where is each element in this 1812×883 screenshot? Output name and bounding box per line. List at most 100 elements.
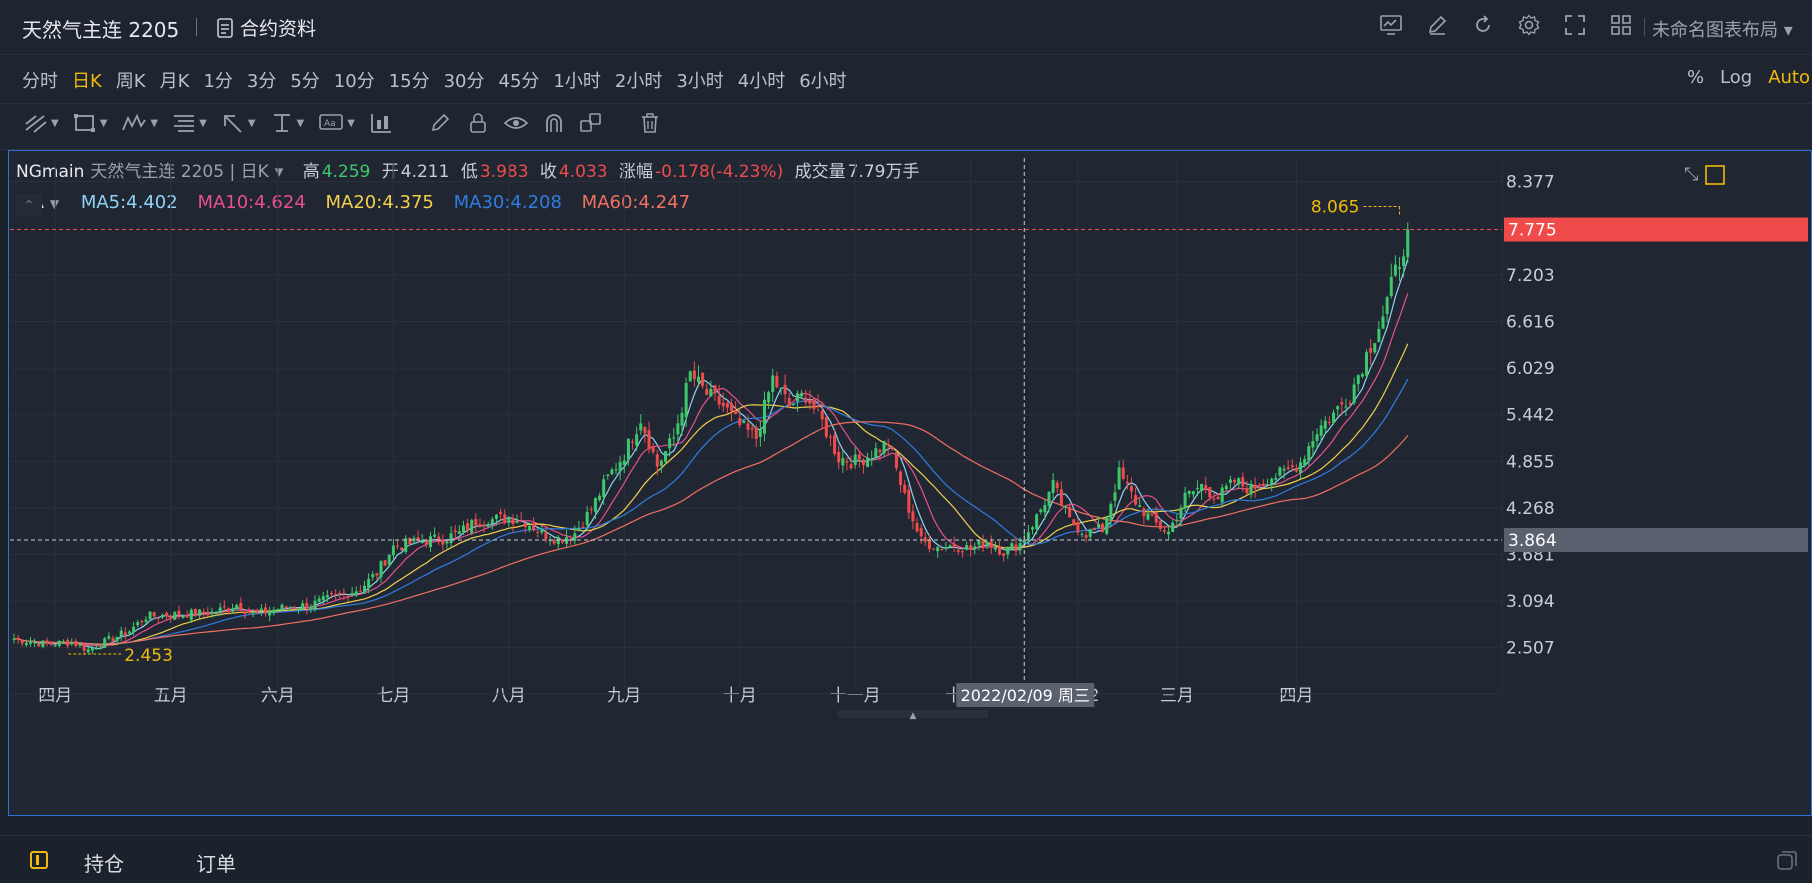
measure-tool[interactable]	[369, 112, 393, 134]
candle-body	[837, 451, 841, 463]
period-9[interactable]: 30分	[443, 71, 485, 92]
period-5[interactable]: 3分	[246, 71, 277, 92]
period-10[interactable]: 45分	[498, 71, 540, 92]
candle-body	[1088, 529, 1092, 537]
period-11[interactable]: 1小时	[553, 71, 601, 92]
period-1[interactable]: 日K	[72, 71, 102, 92]
delete-tool[interactable]	[639, 112, 661, 134]
candle-body	[1261, 483, 1265, 485]
scale-button-0[interactable]: %	[1686, 67, 1705, 88]
x-tick-label: 八月	[492, 686, 526, 706]
tab-orders[interactable]: 订单	[196, 852, 236, 876]
period-14[interactable]: 4小时	[737, 71, 786, 92]
panel-toggle-icon[interactable]	[30, 851, 48, 869]
rectangle-tool[interactable]: ▼	[73, 112, 107, 134]
tab-positions[interactable]: 持仓	[84, 852, 124, 876]
price-chart[interactable]: 2.5073.0943.6814.2684.8555.4426.0296.616…	[0, 150, 1812, 816]
magnet-tool[interactable]	[543, 112, 565, 134]
refresh-icon[interactable]	[1470, 12, 1496, 38]
scale-button-2[interactable]: Auto	[1768, 67, 1810, 88]
y-tick-label: 6.616	[1506, 313, 1555, 333]
period-7[interactable]: 10分	[333, 71, 375, 92]
candle-body	[198, 609, 202, 616]
candle-body	[214, 612, 218, 614]
candle-body	[573, 533, 577, 541]
candle-body	[461, 525, 465, 533]
edit-icon[interactable]	[1424, 12, 1450, 38]
y-tick-label: 4.268	[1506, 499, 1555, 519]
lock-icon	[470, 113, 486, 133]
candle-body	[41, 640, 45, 648]
grid-layout-icon[interactable]	[1608, 12, 1634, 38]
ma10-value: MA10:4.624	[197, 192, 306, 213]
settings-gear-icon[interactable]	[1516, 12, 1542, 38]
candle-body	[412, 538, 416, 542]
candle-body	[833, 435, 837, 455]
copy-window-icon[interactable]	[1776, 850, 1798, 872]
candle-body	[643, 427, 647, 434]
period-12[interactable]: 2小时	[614, 71, 663, 92]
period-8[interactable]: 15分	[388, 71, 430, 92]
group-tool[interactable]	[579, 112, 603, 134]
period-15[interactable]: 6小时	[799, 71, 847, 92]
candle-body	[66, 640, 70, 646]
candle-body	[132, 626, 136, 632]
pattern-icon	[122, 113, 147, 131]
period-13[interactable]: 3小时	[676, 71, 724, 92]
candle-body	[565, 537, 569, 544]
y-tick-label: 7.203	[1506, 266, 1555, 286]
ma-line-ma60	[13, 421, 1409, 645]
candle-body	[288, 607, 292, 609]
candle-body	[1191, 491, 1195, 495]
candle-body	[1047, 491, 1051, 506]
period-6[interactable]: 5分	[290, 71, 320, 92]
brush-tool[interactable]	[429, 112, 453, 134]
chevron-down-icon[interactable]: ▾	[274, 162, 284, 182]
text-tool[interactable]: ▼	[270, 112, 304, 134]
candle-body	[746, 423, 750, 430]
label-tool[interactable]: Aa ▼	[318, 112, 355, 134]
volume-label: 成交量	[794, 162, 846, 182]
x-tick-label: 十月	[723, 686, 757, 706]
candle-body	[1233, 480, 1237, 483]
ma-line-ma5	[13, 258, 1409, 650]
candle-body	[90, 647, 94, 651]
candle-body	[292, 606, 296, 609]
arrow-tool[interactable]: ▼	[221, 112, 256, 134]
period-3[interactable]: 月K	[159, 71, 190, 92]
chevron-down-icon[interactable]: ▼	[49, 197, 60, 211]
candle-body	[350, 593, 354, 596]
fullscreen-icon[interactable]	[1562, 12, 1588, 38]
candle-body	[626, 438, 630, 460]
candle-body	[284, 606, 288, 609]
chart-panel[interactable]	[8, 150, 1812, 816]
candle-body	[185, 616, 189, 618]
candle-body	[325, 595, 329, 598]
scale-button-1[interactable]: Log	[1720, 67, 1753, 88]
candle-body	[1389, 276, 1393, 297]
trendline-tool[interactable]: ▼	[24, 112, 59, 134]
candle-body	[857, 454, 861, 460]
candle-body	[923, 537, 927, 542]
lock-tool[interactable]	[467, 112, 489, 134]
candle-body	[775, 375, 779, 388]
candle-body	[94, 648, 98, 650]
period-2[interactable]: 周K	[115, 71, 146, 92]
layout-dropdown[interactable]: 未命名图表布局 ▾	[1652, 16, 1793, 42]
candle-body	[701, 372, 705, 387]
candle-body	[61, 641, 65, 643]
candle-body	[1253, 484, 1257, 489]
pattern-tool[interactable]: ▼	[121, 112, 158, 134]
visibility-tool[interactable]	[503, 112, 529, 134]
candle-body	[1385, 297, 1389, 314]
period-0[interactable]: 分时	[22, 71, 58, 92]
fibonacci-tool[interactable]: ▼	[172, 112, 207, 134]
symbol-name[interactable]: 天然气主连 2205 | 日K	[90, 162, 269, 182]
period-4[interactable]: 1分	[203, 71, 233, 92]
chart-monitor-icon[interactable]	[1378, 12, 1404, 38]
candle-body	[140, 620, 144, 623]
candle-body	[1208, 487, 1212, 498]
contract-info-button[interactable]: 合约资料	[216, 14, 316, 41]
candle-body	[1398, 267, 1402, 269]
layout-name: 未命名图表布局	[1652, 20, 1778, 41]
